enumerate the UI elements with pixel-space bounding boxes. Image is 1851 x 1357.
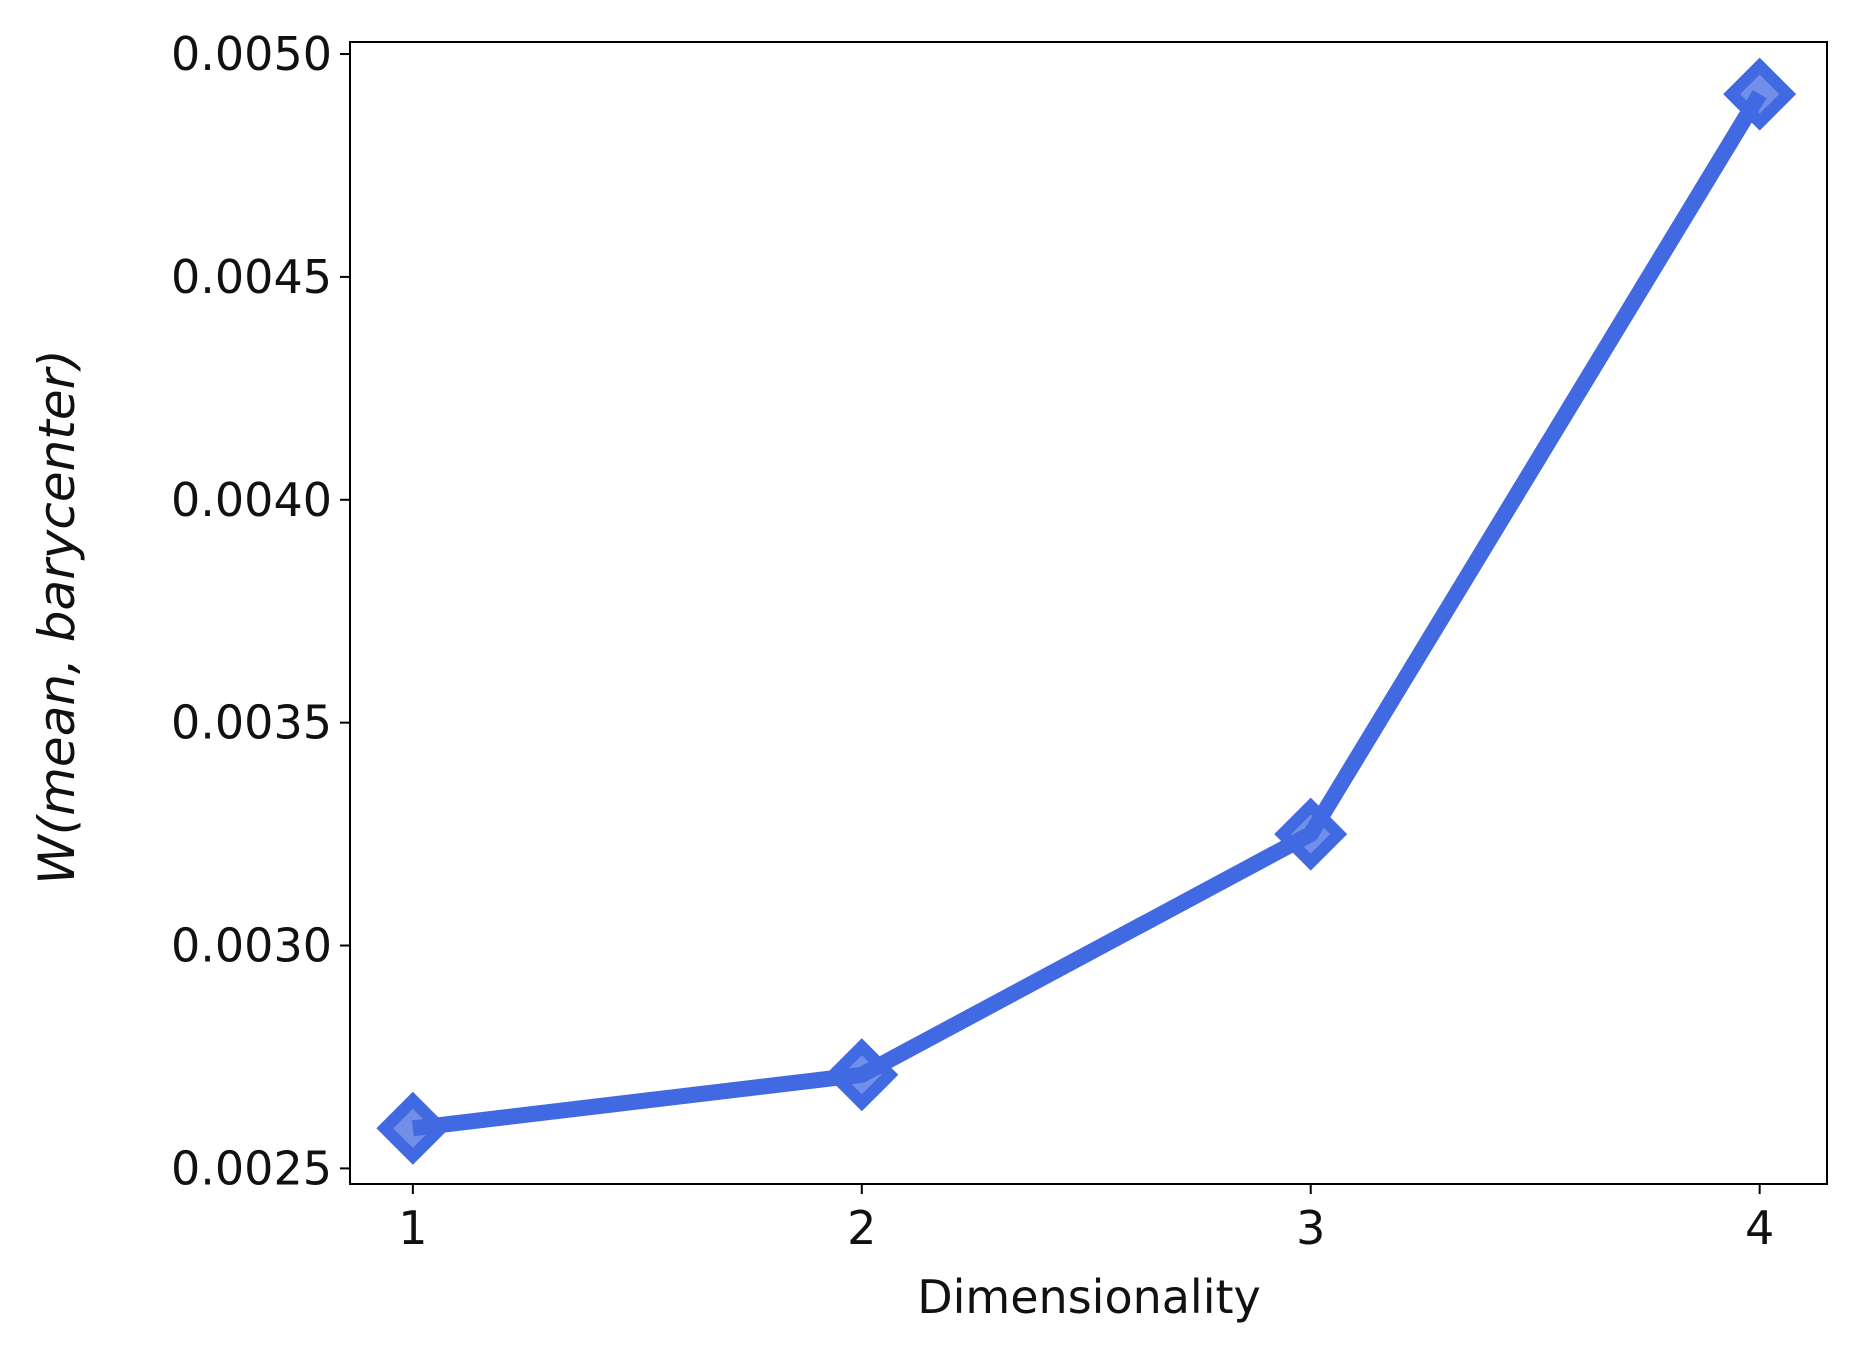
point-marker <box>376 1091 450 1165</box>
y-tick-label: 0.0035 <box>171 696 332 750</box>
x-tick-label: 2 <box>847 1201 876 1255</box>
y-tick-label: 0.0040 <box>171 473 332 527</box>
x-tick-label: 1 <box>398 1201 427 1255</box>
x-axis-label: Dimensionality <box>917 1270 1261 1324</box>
series-line <box>411 90 1767 1137</box>
y-tick-label: 0.0045 <box>171 250 332 304</box>
x-tick-label: 4 <box>1745 1201 1774 1255</box>
y-axis-label: W(mean, barycenter) <box>28 349 86 884</box>
y-tick-label: 0.0025 <box>171 1141 332 1195</box>
y-tick-label: 0.0030 <box>171 919 332 973</box>
y-tick-label: 0.0050 <box>171 27 332 81</box>
plot-frame <box>349 41 1828 1185</box>
x-tick-label: 3 <box>1296 1201 1325 1255</box>
point-marker <box>1723 57 1797 131</box>
point-marker <box>825 1038 899 1112</box>
point-marker <box>1274 797 1348 871</box>
